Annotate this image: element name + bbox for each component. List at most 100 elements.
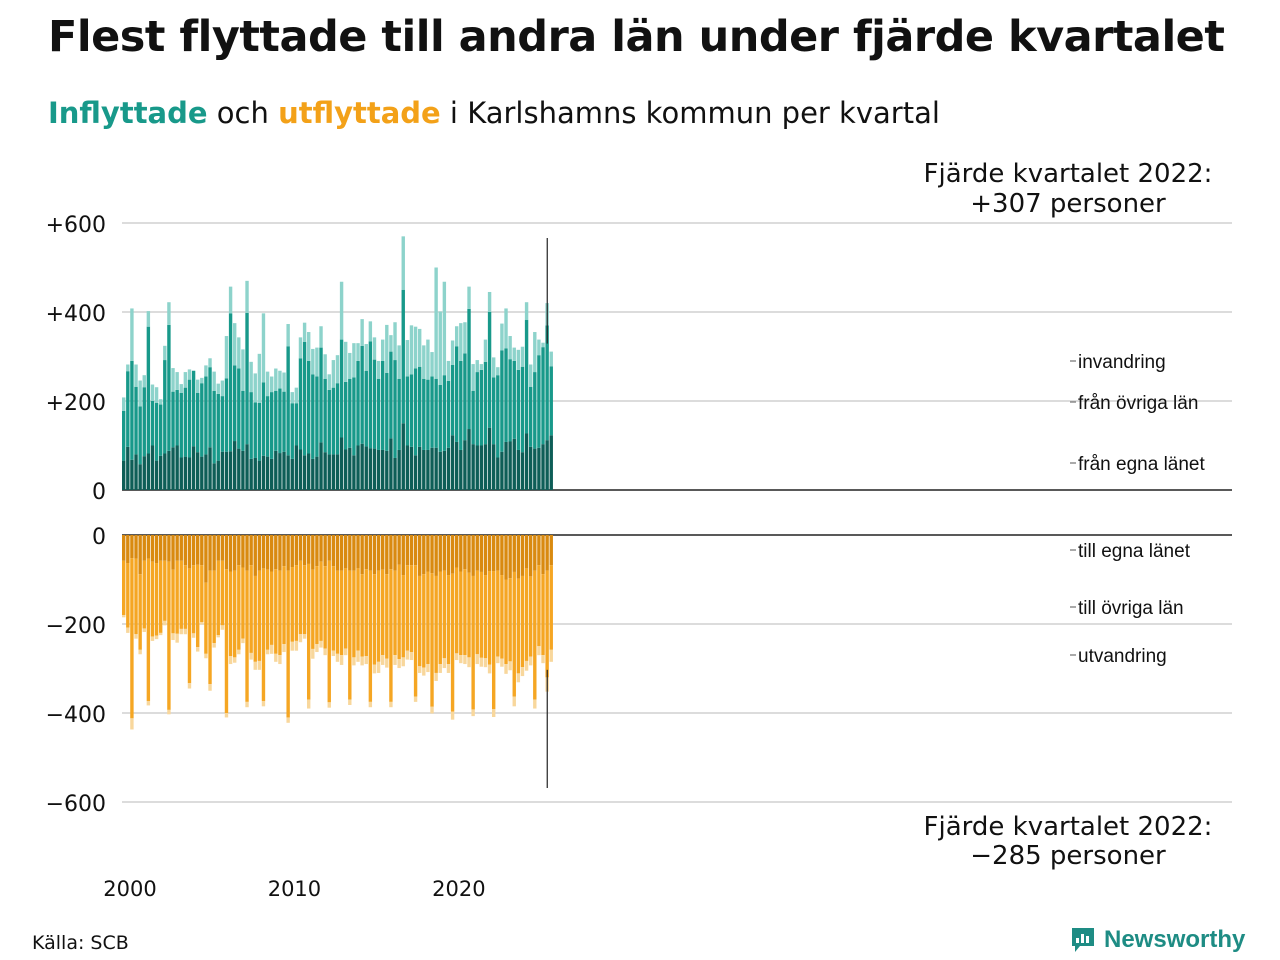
bar-out-emigration: [352, 657, 356, 666]
bar-in-same-county: [360, 443, 364, 490]
upper-legend-label: från egna länet: [1078, 454, 1205, 475]
bar-in-same-county: [158, 455, 163, 490]
bar-out-emigration: [265, 649, 270, 655]
bar-out-other-counties: [459, 571, 463, 656]
bar-in-same-county: [290, 458, 294, 490]
bar-in-immigration: [496, 367, 500, 376]
bar-out-emigration: [232, 657, 237, 663]
bar-in-other-counties: [401, 289, 405, 424]
bar-in-same-county: [315, 456, 319, 490]
bar-out-emigration: [237, 649, 241, 655]
bar-in-same-county: [368, 448, 373, 490]
bar-out-emigration: [356, 650, 360, 662]
bar-in-immigration: [339, 281, 344, 340]
bar-in-other-counties: [319, 347, 323, 443]
bar-in-other-counties: [417, 366, 422, 447]
bar-in-immigration: [319, 326, 323, 348]
bar-out-other-counties: [528, 576, 533, 657]
bar-in-same-county: [500, 451, 504, 490]
bar-in-same-county: [479, 445, 484, 490]
bar-in-same-county: [376, 449, 381, 490]
bar-in-immigration: [475, 360, 479, 373]
bar-out-emigration: [216, 635, 220, 638]
bar-out-same-county: [537, 535, 541, 566]
bar-in-same-county: [487, 427, 492, 490]
bar-in-same-county: [454, 441, 459, 490]
bar-out-same-county: [208, 535, 212, 571]
bar-out-same-county: [212, 535, 216, 571]
bar-out-other-counties: [356, 568, 360, 651]
bar-in-same-county: [212, 463, 216, 490]
bar-in-other-counties: [512, 360, 516, 439]
bar-out-same-county: [459, 535, 463, 572]
bar-in-same-county: [142, 456, 146, 490]
bar-out-emigration: [413, 696, 418, 702]
bar-in-immigration: [512, 347, 516, 361]
bar-out-same-county: [479, 535, 484, 572]
bar-in-other-counties: [343, 381, 348, 450]
bar-in-immigration: [122, 397, 126, 411]
bar-out-other-counties: [335, 570, 340, 654]
bar-in-same-county: [545, 440, 549, 490]
bar-out-same-county: [175, 535, 179, 561]
bar-out-same-county: [524, 535, 529, 569]
bar-in-other-counties: [191, 370, 196, 447]
bar-in-same-county: [179, 457, 183, 490]
bar-in-other-counties: [146, 326, 151, 454]
bar-out-same-county: [167, 535, 171, 562]
bar-out-other-counties: [142, 560, 146, 629]
bar-in-other-counties: [216, 393, 220, 461]
bar-in-immigration: [154, 387, 159, 403]
bar-out-emigration: [150, 636, 155, 641]
bar-out-emigration: [249, 652, 253, 660]
bar-in-other-counties: [438, 384, 442, 452]
bar-out-emigration: [533, 699, 537, 709]
bar-in-other-counties: [520, 366, 525, 453]
bar-out-same-county: [269, 535, 274, 572]
bar-in-same-county: [520, 452, 525, 490]
bar-in-other-counties: [364, 370, 368, 447]
bar-in-other-counties: [311, 374, 315, 459]
bar-out-emigration: [171, 633, 175, 641]
bar-in-immigration: [385, 324, 389, 373]
bar-out-same-county: [122, 535, 126, 561]
bar-out-other-counties: [422, 574, 426, 668]
bar-out-emigration: [368, 701, 373, 708]
bar-in-same-county: [446, 447, 451, 490]
bar-out-emigration: [504, 664, 508, 674]
bar-out-emigration: [212, 643, 216, 648]
bar-in-immigration: [376, 360, 381, 379]
bar-in-other-counties: [290, 403, 294, 459]
bar-in-other-counties: [220, 396, 225, 452]
bar-out-other-counties: [417, 575, 422, 667]
bar-out-emigration: [220, 625, 225, 630]
bar-in-same-county: [397, 449, 401, 490]
bar-out-other-counties: [475, 570, 479, 655]
bar-in-immigration: [413, 326, 418, 369]
bar-in-other-counties: [471, 390, 475, 445]
bar-out-same-county: [311, 535, 315, 570]
bar-out-emigration: [253, 661, 257, 670]
bar-in-other-counties: [282, 391, 286, 452]
bar-in-other-counties: [426, 379, 430, 450]
bar-in-other-counties: [228, 313, 233, 452]
bar-out-emigration: [524, 660, 529, 671]
bar-out-other-counties: [138, 574, 142, 650]
bar-in-immigration: [401, 236, 405, 290]
chart-title: Flest flyttade till andra län under fjär…: [48, 12, 1225, 62]
bar-in-same-county: [302, 455, 307, 490]
bar-out-other-counties: [204, 582, 208, 654]
bar-out-other-counties: [508, 578, 512, 662]
bar-in-immigration: [500, 323, 504, 351]
bar-out-same-county: [450, 535, 455, 574]
bar-out-other-counties: [224, 569, 229, 713]
bar-out-emigration: [380, 655, 385, 665]
bar-out-same-county: [467, 535, 471, 573]
bar-in-immigration: [212, 371, 216, 391]
bar-out-emigration: [393, 655, 397, 665]
bar-in-other-counties: [434, 378, 438, 448]
bar-in-same-county: [319, 442, 323, 490]
lower-legend-label: till övriga län: [1078, 598, 1184, 619]
bar-in-same-county: [138, 464, 142, 490]
subtitle-rest: i Karlshamns kommun per kvartal: [440, 96, 940, 130]
